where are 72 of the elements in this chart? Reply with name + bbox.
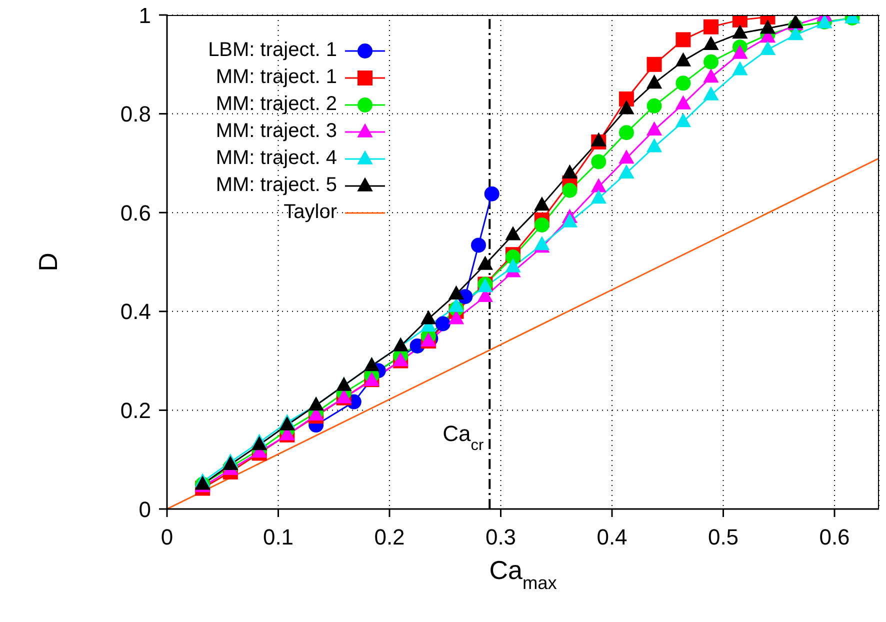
point	[704, 19, 719, 34]
point	[478, 256, 493, 270]
point	[618, 125, 634, 140]
point	[534, 217, 550, 232]
point	[704, 54, 719, 70]
point	[676, 114, 691, 128]
x-axis-title: Ca$_{max}$	[489, 555, 557, 593]
legend-label: Taylor	[282, 201, 337, 224]
point	[704, 86, 719, 100]
point	[618, 164, 634, 178]
point	[591, 190, 606, 204]
point	[732, 25, 748, 39]
y-axis-title: D	[33, 252, 63, 272]
y-tick-label: 0.8	[120, 102, 151, 127]
y-tick-label: 0.6	[120, 200, 151, 226]
point	[618, 100, 634, 114]
point	[505, 258, 520, 272]
point	[534, 236, 550, 250]
legend-label: MM: traject. 4	[214, 147, 337, 170]
point	[484, 186, 500, 202]
point	[505, 226, 520, 240]
point	[448, 298, 464, 312]
point	[252, 436, 267, 450]
point	[646, 98, 662, 114]
point	[760, 20, 776, 34]
point	[562, 182, 578, 198]
x-tick-label: 0	[160, 524, 174, 550]
y-tick-label: 1	[138, 2, 151, 28]
point	[646, 56, 662, 72]
y-tick-label: 0.4	[120, 299, 151, 324]
point	[420, 310, 436, 324]
legend-label: MM: traject. 2	[214, 93, 337, 116]
x-tick-label: 0.6	[819, 524, 850, 550]
point	[448, 310, 464, 324]
legend-label: MM: traject. 1	[214, 66, 337, 89]
point	[435, 316, 450, 332]
point	[732, 62, 748, 76]
point	[448, 286, 464, 300]
legend-label: LBM: traject. 1	[207, 39, 337, 62]
point	[676, 96, 691, 110]
point	[591, 178, 606, 192]
x-tick-label: 0.4	[596, 524, 628, 550]
point	[676, 76, 691, 91]
point	[471, 238, 486, 253]
point	[646, 138, 662, 152]
point	[676, 52, 691, 66]
x-tick-label: 0.1	[262, 524, 294, 550]
y-tick-label: 0	[138, 496, 151, 522]
point	[280, 416, 295, 430]
point	[534, 196, 550, 211]
point	[760, 41, 776, 55]
point	[646, 122, 662, 136]
point	[591, 154, 606, 170]
point	[646, 74, 662, 89]
x-tick-label: 0.5	[708, 524, 739, 550]
point	[562, 214, 578, 228]
point	[676, 32, 691, 48]
point	[222, 456, 238, 470]
point	[732, 45, 748, 59]
point	[704, 69, 719, 83]
x-tick-label: 0.2	[374, 524, 405, 550]
point	[618, 91, 634, 106]
point	[618, 150, 634, 164]
legend-label: MM: traject. 5	[214, 174, 337, 197]
legend-label: MM: traject. 3	[214, 120, 337, 143]
point	[591, 132, 606, 146]
y-tick-label: 0.2	[120, 398, 151, 424]
point	[562, 164, 578, 178]
x-tick-label: 0.3	[485, 524, 516, 550]
point	[704, 36, 719, 50]
point	[788, 26, 804, 40]
ref-line-label: Ca$_{cr}$	[442, 421, 484, 454]
